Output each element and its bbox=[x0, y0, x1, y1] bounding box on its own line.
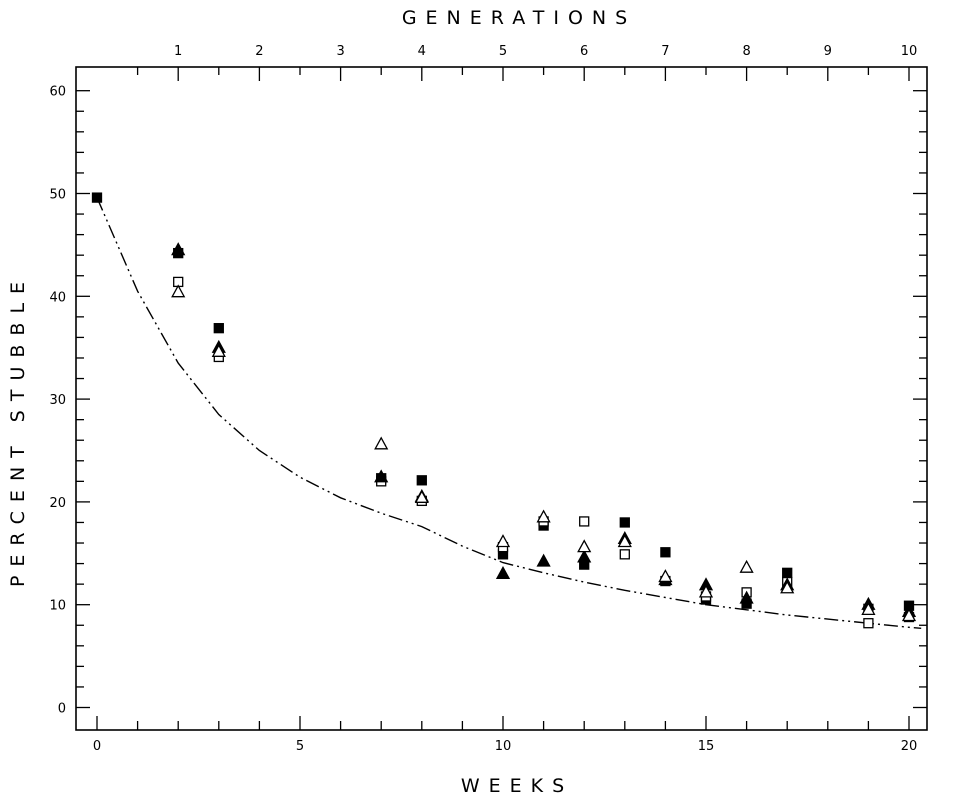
open-triangle-point bbox=[617, 534, 632, 548]
open-triangle-point bbox=[698, 584, 714, 598]
filled-square-point bbox=[91, 192, 103, 203]
filled-square-point bbox=[416, 475, 427, 486]
x-tick-label: 20 bbox=[901, 739, 918, 754]
x2-tick-label: 5 bbox=[499, 44, 507, 59]
x2-tick-label: 10 bbox=[901, 44, 918, 59]
axis-ticks bbox=[76, 67, 927, 730]
open-square-point bbox=[579, 516, 590, 527]
x2-tick-label: 6 bbox=[580, 44, 588, 59]
y-tick-label: 10 bbox=[49, 599, 66, 614]
filled-triangle-point bbox=[536, 553, 551, 567]
filled-triangle-point bbox=[577, 549, 592, 563]
filled-triangle-point bbox=[171, 242, 186, 256]
axis-tick-labels: 0 5 10 15 20 1 2 3 4 5 6 7 8 9 10 0 10 20 30 40 50 60 bbox=[49, 44, 917, 754]
open-triangle-point bbox=[374, 436, 389, 450]
x-tick-label: 15 bbox=[698, 739, 715, 754]
x2-tick-label: 9 bbox=[824, 44, 832, 59]
y-axis-title: PERCENT STUBBLE bbox=[7, 273, 29, 587]
x2-tick-label: 1 bbox=[174, 44, 182, 59]
open-triangle-point bbox=[780, 580, 795, 594]
open-triangle-point bbox=[901, 608, 917, 622]
x-axis-title: WEEKS bbox=[461, 775, 573, 795]
x2-tick-label: 7 bbox=[661, 44, 669, 59]
filled-triangle-point bbox=[495, 566, 511, 580]
open-triangle-point bbox=[211, 343, 226, 357]
x2-tick-label: 2 bbox=[255, 44, 263, 59]
plot-frame bbox=[75, 66, 928, 731]
x2-tick-label: 3 bbox=[336, 44, 344, 59]
open-triangle-point bbox=[171, 284, 186, 298]
x2-axis-title: GENERATIONS bbox=[402, 7, 636, 29]
x-tick-label: 10 bbox=[495, 739, 512, 754]
filled-triangle-point bbox=[739, 590, 754, 604]
x2-tick-label: 4 bbox=[418, 44, 426, 59]
filled-square-point bbox=[782, 567, 793, 578]
y-tick-label: 0 bbox=[58, 702, 66, 717]
open-triangle-point bbox=[414, 489, 429, 503]
x-tick-label: 5 bbox=[296, 739, 304, 754]
open-triangle-point bbox=[536, 509, 551, 523]
filled-square-point bbox=[213, 323, 224, 334]
open-triangle-point bbox=[739, 559, 754, 573]
filled-triangle-point bbox=[374, 469, 389, 483]
x2-tick-label: 8 bbox=[742, 44, 750, 59]
y-tick-label: 50 bbox=[49, 188, 66, 203]
open-triangle-point bbox=[577, 539, 592, 553]
open-triangle-point bbox=[861, 601, 876, 615]
fit-curve bbox=[96, 197, 922, 629]
x-tick-label: 0 bbox=[93, 739, 101, 754]
open-triangle-point bbox=[658, 569, 673, 583]
open-square-point bbox=[863, 618, 874, 629]
y-tick-label: 60 bbox=[49, 85, 66, 100]
filled-square-point bbox=[660, 547, 671, 558]
y-tick-label: 30 bbox=[49, 393, 66, 408]
open-triangle-point bbox=[495, 534, 511, 548]
y-tick-label: 40 bbox=[49, 290, 66, 305]
y-tick-label: 20 bbox=[49, 496, 66, 511]
data-points bbox=[91, 192, 917, 629]
filled-square-point bbox=[619, 517, 630, 528]
open-square-point bbox=[619, 549, 630, 560]
